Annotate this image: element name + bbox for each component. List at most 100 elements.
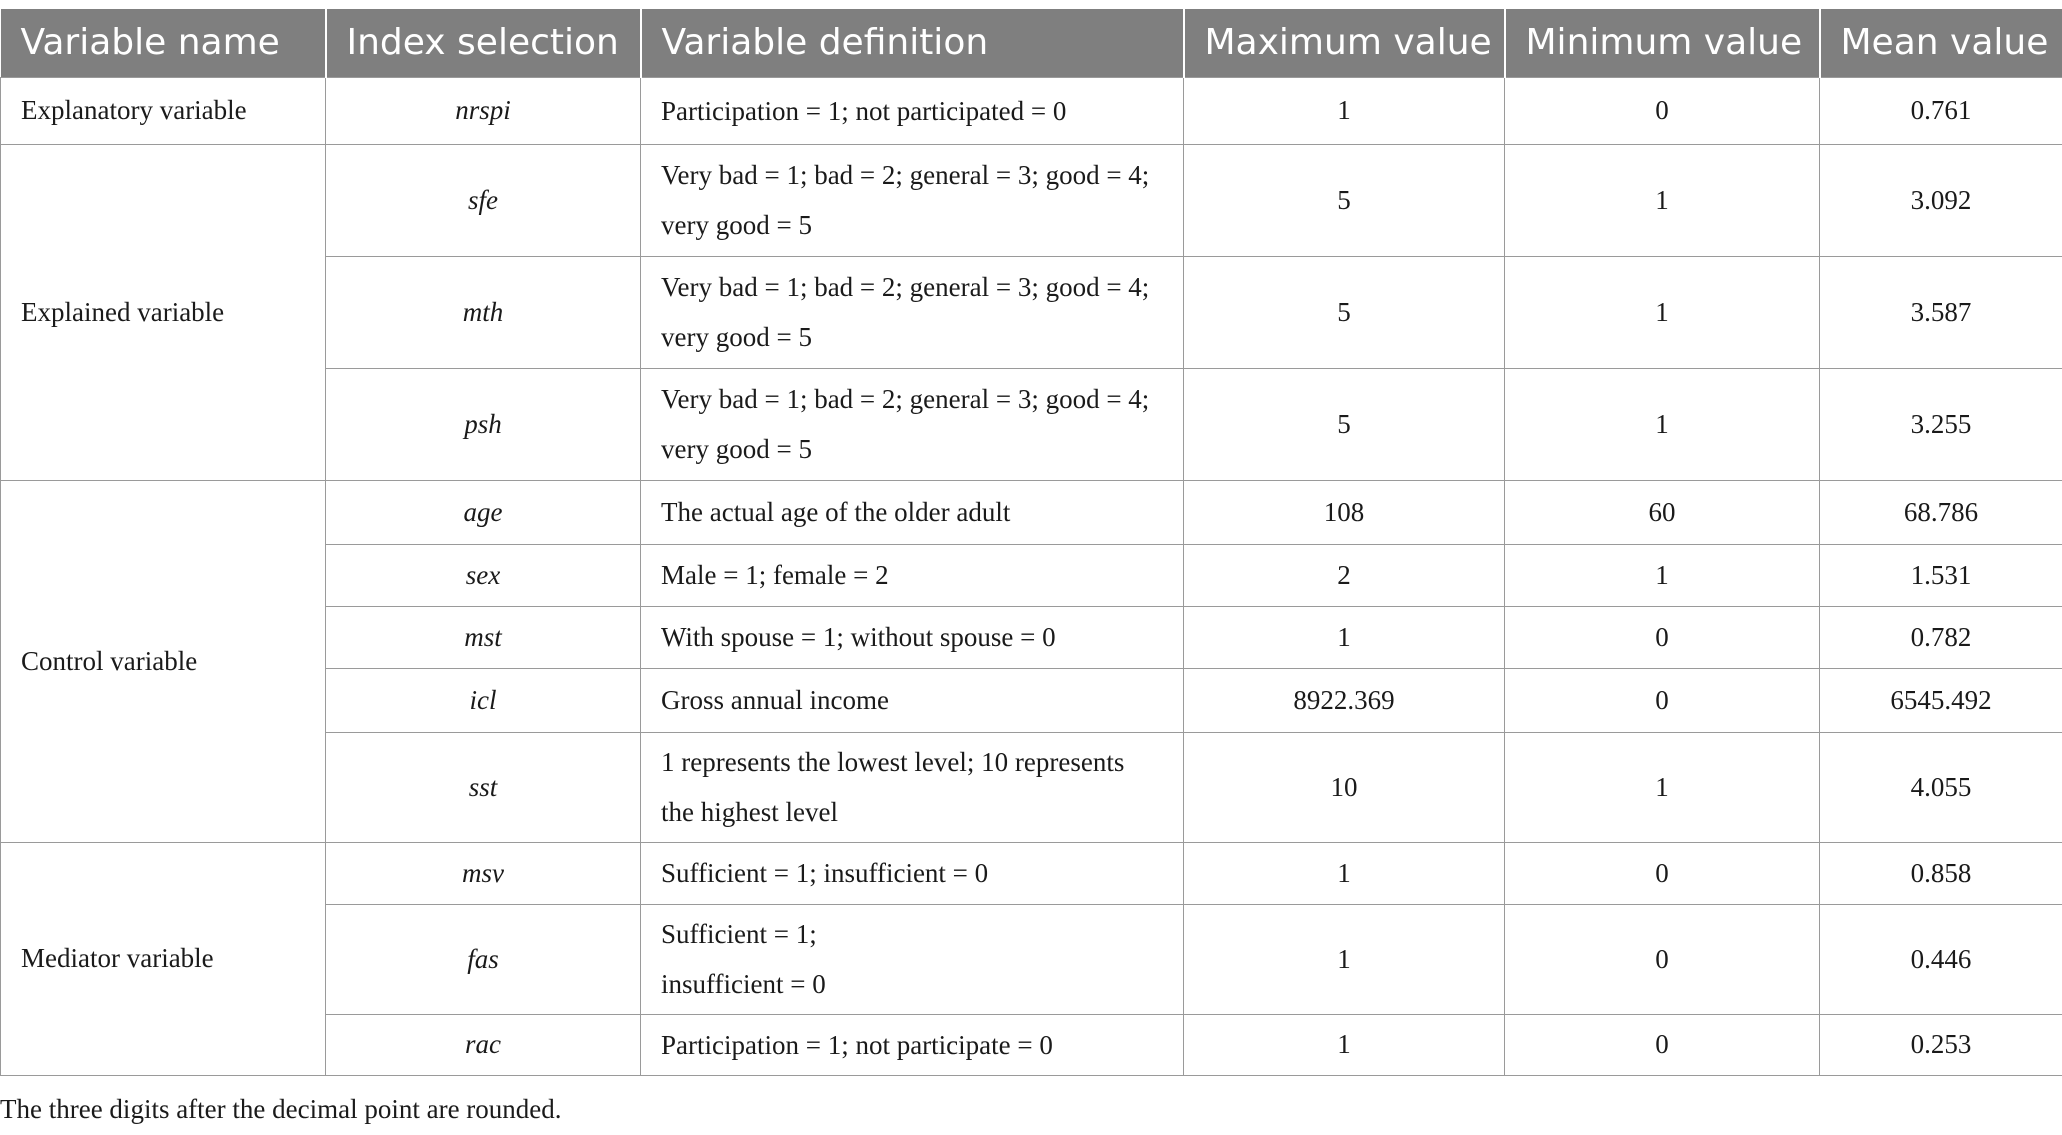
definition-cell: Very bad = 1; bad = 2; general = 3; good… xyxy=(640,255,1184,369)
definition-cell: Sufficient = 1; insufficient = 0 xyxy=(640,903,1184,1015)
header-variable-name: Variable name xyxy=(0,9,327,77)
table-row: psh Very bad = 1; bad = 2; general = 3; … xyxy=(1,367,2062,481)
mean-cell: 4.055 xyxy=(1819,731,2062,843)
index-cell: sfe xyxy=(325,143,641,257)
min-cell: 0 xyxy=(1504,903,1820,1015)
data-table-container: Variable name Index selection Variable d… xyxy=(0,9,2062,1076)
definition-line: Sufficient = 1; insufficient = 0 xyxy=(661,858,989,888)
definition-line: Sufficient = 1; xyxy=(661,919,817,949)
definition-line: 1 represents the lowest level; 10 repres… xyxy=(661,747,1125,777)
index-cell: sst xyxy=(325,731,641,843)
mean-cell: 68.786 xyxy=(1819,479,2062,545)
table-row: sex Male = 1; female = 2 2 1 1.531 xyxy=(1,543,2062,607)
definition-cell: The actual age of the older adult xyxy=(640,479,1184,545)
definition-line: very good = 5 xyxy=(661,434,812,464)
definition-cell: With spouse = 1; without spouse = 0 xyxy=(640,605,1184,669)
max-cell: 1 xyxy=(1183,76,1505,145)
table-row: Explained variable sfe Very bad = 1; bad… xyxy=(0,143,2062,481)
definition-line: the highest level xyxy=(661,797,838,827)
table-row: Explanatory variable nrspi Participation… xyxy=(0,76,2062,145)
definition-line: Very bad = 1; bad = 2; general = 3; good… xyxy=(661,384,1150,414)
table-row: mth Very bad = 1; bad = 2; general = 3; … xyxy=(1,255,2062,369)
max-cell: 5 xyxy=(1183,367,1505,481)
variable-table: Variable name Index selection Variable d… xyxy=(0,9,2062,1076)
definition-cell: Very bad = 1; bad = 2; general = 3; good… xyxy=(640,367,1184,481)
table-footnote: The three digits after the decimal point… xyxy=(0,1094,562,1124)
definition-line: Male = 1; female = 2 xyxy=(661,560,889,590)
group-label: Control variable xyxy=(0,479,326,843)
table-row: fas Sufficient = 1; insufficient = 0 1 0 … xyxy=(1,903,2062,1015)
min-cell: 1 xyxy=(1504,543,1820,607)
index-cell: mst xyxy=(325,605,641,669)
min-cell: 1 xyxy=(1504,255,1820,369)
table-header-row: Variable name Index selection Variable d… xyxy=(0,9,2062,77)
definition-cell: Sufficient = 1; insufficient = 0 xyxy=(640,841,1184,905)
index-cell: rac xyxy=(325,1013,641,1076)
max-cell: 8922.369 xyxy=(1183,667,1505,733)
mean-cell: 3.092 xyxy=(1819,143,2062,257)
min-cell: 0 xyxy=(1504,605,1820,669)
definition-line: Very bad = 1; bad = 2; general = 3; good… xyxy=(661,160,1150,190)
definition-cell: Gross annual income xyxy=(640,667,1184,733)
header-index-selection: Index selection xyxy=(325,9,642,77)
definition-line: very good = 5 xyxy=(661,210,812,240)
mean-cell: 0.253 xyxy=(1819,1013,2062,1076)
min-cell: 1 xyxy=(1504,367,1820,481)
max-cell: 108 xyxy=(1183,479,1505,545)
mean-cell: 0.858 xyxy=(1819,841,2062,905)
mean-cell: 3.255 xyxy=(1819,367,2062,481)
max-cell: 1 xyxy=(1183,605,1505,669)
definition-line: The actual age of the older adult xyxy=(661,497,1011,527)
index-cell: age xyxy=(325,479,641,545)
index-cell: fas xyxy=(325,903,641,1015)
index-cell: psh xyxy=(325,367,641,481)
definition-cell: Participation = 1; not participate = 0 xyxy=(640,1013,1184,1076)
mean-cell: 0.782 xyxy=(1819,605,2062,669)
max-cell: 2 xyxy=(1183,543,1505,607)
max-cell: 10 xyxy=(1183,731,1505,843)
max-cell: 1 xyxy=(1183,841,1505,905)
group-label: Explanatory variable xyxy=(0,76,326,145)
definition-line: Gross annual income xyxy=(661,685,889,715)
header-maximum-value: Maximum value xyxy=(1183,9,1506,77)
definition-cell: 1 represents the lowest level; 10 repres… xyxy=(640,731,1184,843)
header-minimum-value: Minimum value xyxy=(1504,9,1821,77)
definition-line: Participation = 1; not participated = 0 xyxy=(661,95,1067,126)
table-row: sst 1 represents the lowest level; 10 re… xyxy=(1,731,2062,843)
definition-line: Very bad = 1; bad = 2; general = 3; good… xyxy=(661,272,1150,302)
table-row: Mediator variable msv Sufficient = 1; in… xyxy=(0,841,2062,1076)
definition-line: Participation = 1; not participate = 0 xyxy=(661,1029,1053,1060)
definition-line: With spouse = 1; without spouse = 0 xyxy=(661,622,1056,652)
table-row: mst With spouse = 1; without spouse = 0 … xyxy=(1,605,2062,669)
header-mean-value: Mean value xyxy=(1819,9,2062,77)
table-row: Control variable age The actual age of t… xyxy=(0,479,2062,843)
definition-line: very good = 5 xyxy=(661,322,812,352)
mean-cell: 1.531 xyxy=(1819,543,2062,607)
min-cell: 60 xyxy=(1504,479,1820,545)
max-cell: 1 xyxy=(1183,1013,1505,1076)
mean-cell: 3.587 xyxy=(1819,255,2062,369)
min-cell: 0 xyxy=(1504,1013,1820,1076)
min-cell: 1 xyxy=(1504,731,1820,843)
group-label: Mediator variable xyxy=(0,841,326,1076)
min-cell: 1 xyxy=(1504,143,1820,257)
mean-cell: 6545.492 xyxy=(1819,667,2062,733)
definition-cell: Male = 1; female = 2 xyxy=(640,543,1184,607)
index-cell: nrspi xyxy=(325,76,641,145)
definition-cell: Participation = 1; not participated = 0 xyxy=(640,76,1184,145)
mean-cell: 0.761 xyxy=(1819,76,2062,145)
index-cell: sex xyxy=(325,543,641,607)
max-cell: 5 xyxy=(1183,255,1505,369)
mean-cell: 0.446 xyxy=(1819,903,2062,1015)
min-cell: 0 xyxy=(1504,667,1820,733)
table-row: icl Gross annual income 8922.369 0 6545.… xyxy=(1,667,2062,733)
index-cell: mth xyxy=(325,255,641,369)
header-variable-definition: Variable definition xyxy=(640,9,1185,77)
definition-line: insufficient = 0 xyxy=(661,969,826,999)
max-cell: 1 xyxy=(1183,903,1505,1015)
index-cell: msv xyxy=(325,841,641,905)
min-cell: 0 xyxy=(1504,76,1820,145)
definition-cell: Very bad = 1; bad = 2; general = 3; good… xyxy=(640,143,1184,257)
min-cell: 0 xyxy=(1504,841,1820,905)
group-label: Explained variable xyxy=(0,143,326,481)
